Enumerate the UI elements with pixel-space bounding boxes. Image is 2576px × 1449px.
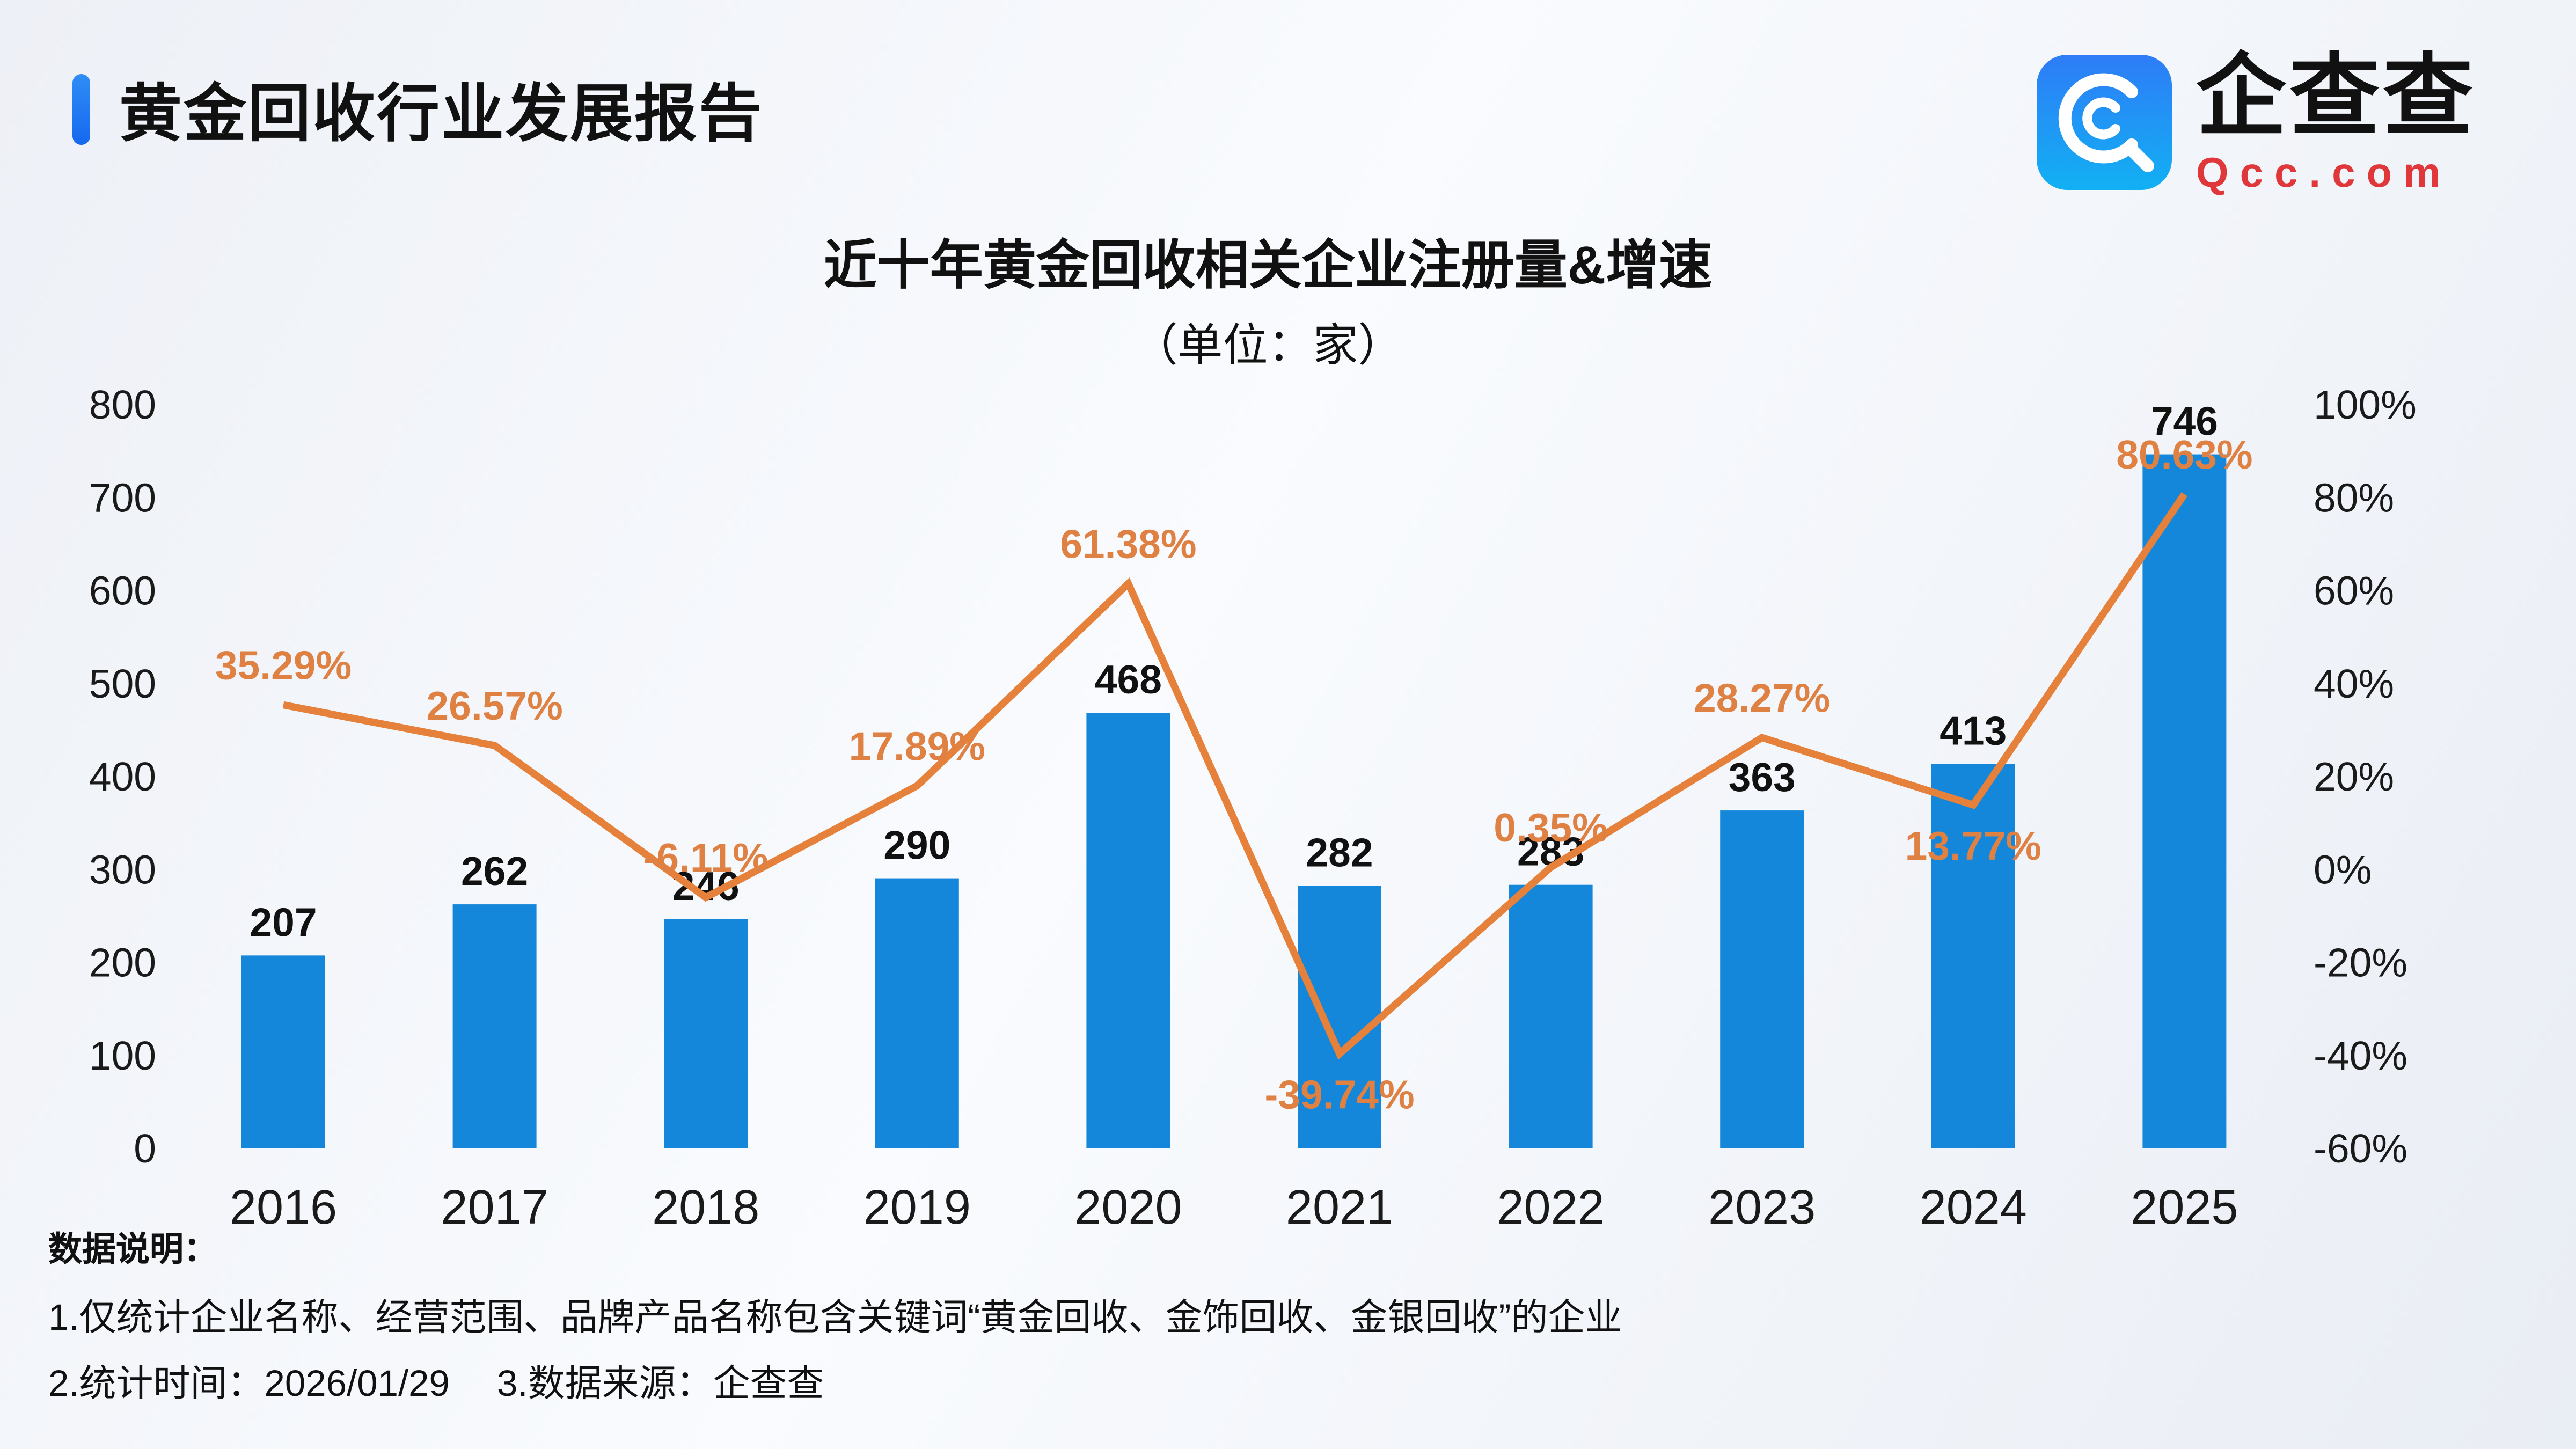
x-axis-label-2016: 2016 (230, 1181, 337, 1234)
x-axis-label-2021: 2021 (1286, 1181, 1393, 1234)
x-axis-label-2019: 2019 (863, 1181, 971, 1234)
right-axis-tick: 80% (2314, 475, 2394, 520)
bar-2022 (1509, 884, 1593, 1148)
left-axis-tick: 800 (89, 382, 156, 427)
bar-value-label-2021: 282 (1306, 830, 1373, 875)
x-axis-label-2025: 2025 (2131, 1181, 2238, 1234)
growth-label-2016: 35.29% (215, 643, 352, 688)
qcc-magnifier-icon (2035, 53, 2174, 192)
left-axis-tick: 100 (89, 1033, 156, 1078)
left-axis-tick: 600 (89, 568, 156, 613)
right-axis-tick: 20% (2314, 754, 2394, 799)
right-axis-tick: 0% (2314, 847, 2372, 892)
x-axis-label-2023: 2023 (1708, 1181, 1816, 1234)
x-axis-label-2017: 2017 (441, 1181, 548, 1234)
bar-2020 (1086, 713, 1170, 1148)
bar-2025 (2142, 454, 2227, 1148)
bar-value-label-2019: 290 (883, 823, 950, 868)
bar-value-label-2017: 262 (461, 848, 528, 894)
left-axis-tick: 700 (89, 475, 156, 520)
notes-heading: 数据说明： (48, 1232, 217, 1269)
bar-value-label-2023: 363 (1729, 755, 1796, 800)
right-axis-tick: -40% (2314, 1033, 2407, 1078)
growth-label-2019: 17.89% (849, 723, 985, 769)
right-axis-tick: 40% (2314, 661, 2394, 706)
growth-label-2023: 28.27% (1694, 675, 1830, 720)
right-axis-tick: -20% (2314, 940, 2407, 985)
bar-2023 (1720, 810, 1804, 1148)
left-axis-tick: 300 (89, 847, 156, 892)
report-title: 黄金回收行业发展报告 (119, 80, 764, 150)
left-axis-tick: 400 (89, 754, 156, 799)
chart-title: 近十年黄金回收相关企业注册量&增速 (823, 235, 1713, 295)
x-axis-label-2022: 2022 (1497, 1181, 1604, 1234)
growth-label-2018: -6.11% (643, 835, 769, 880)
left-axis-tick: 200 (89, 940, 156, 985)
bar-2019 (875, 878, 959, 1148)
bar-value-label-2025: 746 (2151, 399, 2218, 444)
growth-label-2020: 61.38% (1060, 522, 1196, 567)
qcc-logo: 企查查 Qcc.com (2035, 45, 2476, 196)
right-axis-tick: -60% (2314, 1126, 2407, 1171)
note-time-and-source: 2.统计时间：2026/01/29 3.数据来源：企查查 (48, 1362, 824, 1404)
growth-label-2024: 13.77% (1905, 823, 2041, 868)
x-axis-label-2018: 2018 (652, 1181, 759, 1234)
bar-2021 (1298, 885, 1381, 1148)
qcc-logo-text: 企查查 Qcc.com (2196, 45, 2476, 196)
growth-label-2017: 26.57% (426, 683, 562, 728)
bar-value-label-2016: 207 (250, 899, 317, 945)
x-axis-label-2020: 2020 (1074, 1181, 1182, 1234)
qcc-logo-domain: Qcc.com (2196, 148, 2452, 196)
left-axis-tick: 0 (134, 1126, 156, 1171)
bar-value-label-2024: 413 (1940, 708, 2007, 753)
bar-2016 (241, 955, 325, 1148)
report-header: 黄金回收行业发展报告 (72, 64, 763, 155)
bar-value-label-2020: 468 (1095, 657, 1162, 702)
left-axis-tick: 500 (89, 661, 156, 706)
growth-label-2022: 0.35% (1494, 805, 1608, 850)
qcc-logo-name: 企查查 (2196, 45, 2476, 147)
chart-subtitle: （单位：家） (1132, 320, 1403, 370)
right-axis-tick: 60% (2314, 568, 2394, 613)
growth-label-2021: -39.74% (1264, 1072, 1414, 1117)
right-axis-tick: 100% (2314, 382, 2417, 427)
growth-rate-line (282, 492, 2187, 1060)
x-axis-label-2024: 2024 (1920, 1181, 2027, 1234)
title-accent-bar (72, 74, 90, 145)
bar-2024 (1931, 764, 2015, 1148)
note-statistics-scope: 1.仅统计企业名称、经营范围、品牌产品名称包含关键词“黄金回收、金饰回收、金银回… (48, 1296, 1622, 1338)
growth-label-2025: 80.63% (2116, 432, 2252, 477)
bar-2017 (452, 904, 537, 1148)
bar-2018 (664, 919, 748, 1148)
